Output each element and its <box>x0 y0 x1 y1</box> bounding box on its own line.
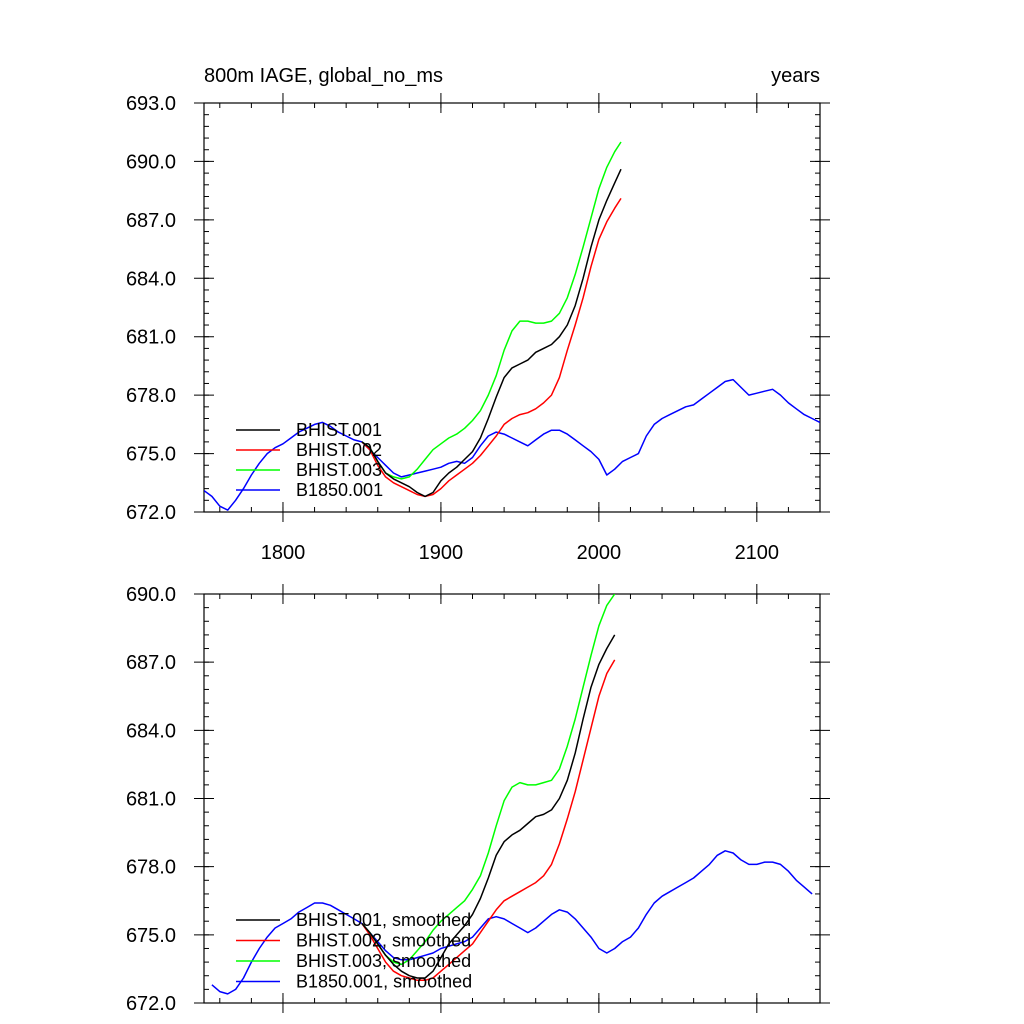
x-tick-label: 2100 <box>735 542 780 564</box>
y-tick-label: 684.0 <box>126 268 176 290</box>
y-tick-label: 693.0 <box>126 93 176 115</box>
series-line-bhist-002-smoothed <box>361 659 616 982</box>
y-tick-label: 675.0 <box>126 925 176 947</box>
x-tick-label: 2000 <box>577 542 622 564</box>
legend-label: BHIST.001, smoothed <box>296 910 471 930</box>
legend-label: BHIST.002 <box>296 440 382 460</box>
legend-label: BHIST.003 <box>296 460 382 480</box>
series-line-bhist-001 <box>361 168 622 498</box>
y-tick-label: 687.0 <box>126 210 176 232</box>
x-tick-label: 1800 <box>261 542 306 564</box>
y-tick-label: 690.0 <box>126 151 176 173</box>
series-line-bhist-003-smoothed <box>361 594 616 966</box>
legend-label: BHIST.003, smoothed <box>296 951 471 971</box>
chart-panel-bottom: 672.0 675.0 678.0 681.0 684.0 687.0 690.0 BHIST… <box>126 584 830 1015</box>
legend-label: B1850.001 <box>296 480 383 500</box>
series-line-b1850-001-smoothed <box>211 850 813 995</box>
plot-frame <box>203 102 821 513</box>
series-line-bhist-003 <box>361 141 622 480</box>
y-tick-label: 672.0 <box>126 993 176 1015</box>
y-tick-label: 681.0 <box>126 789 176 811</box>
y-tick-label: 687.0 <box>126 652 176 674</box>
y-tick-label: 675.0 <box>126 444 176 466</box>
y-tick-label: 684.0 <box>126 720 176 742</box>
series-line-b1850-001 <box>204 378 820 511</box>
y-tick-label: 678.0 <box>126 385 176 407</box>
x-tick-label: 1900 <box>419 542 464 564</box>
legend-label: B1850.001, smoothed <box>296 972 472 992</box>
chart-title-right: years <box>771 65 820 87</box>
y-tick-label: 690.0 <box>126 584 176 606</box>
y-tick-label: 681.0 <box>126 327 176 349</box>
legend-label: BHIST.001 <box>296 420 382 440</box>
legend-label: BHIST.002, smoothed <box>296 931 471 951</box>
chart-title: 800m IAGE, global_no_ms <box>204 65 443 87</box>
series-line-bhist-001-smoothed <box>361 634 616 979</box>
y-tick-label: 678.0 <box>126 857 176 879</box>
chart-panel-top: 800m IAGE, global_no_ms years 672.0 675.0… <box>126 65 830 564</box>
y-tick-label: 672.0 <box>126 502 176 524</box>
series-line-bhist-002 <box>361 197 622 498</box>
